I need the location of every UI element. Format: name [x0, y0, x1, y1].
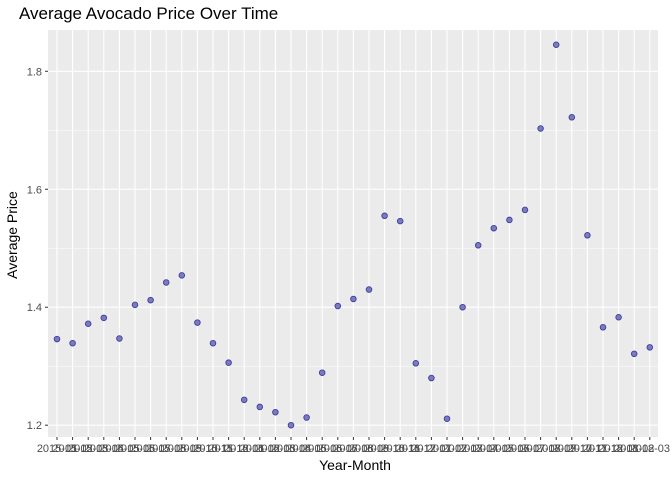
data-point [84, 320, 92, 327]
x-tick-label: 2018-01 [598, 443, 638, 455]
x-tick-label: 2018-03 [630, 443, 670, 455]
x-tick-label: 2015-02 [52, 443, 92, 455]
data-point [521, 206, 529, 214]
x-tick-label: 2017-04 [458, 443, 498, 455]
data-point [381, 212, 388, 220]
x-tick-label: 2015-03 [68, 443, 108, 455]
y-tick-label: 1.6 [27, 184, 42, 196]
data-point [474, 242, 482, 249]
data-point [53, 335, 61, 343]
data-point [537, 125, 544, 132]
data-point [194, 319, 201, 326]
x-axis: 2015-012015-022015-032015-042015-052015-… [37, 437, 670, 455]
data-point [568, 114, 576, 121]
x-tick-label: 2015-04 [84, 443, 124, 455]
data-point [116, 335, 123, 342]
data-point [100, 314, 108, 322]
data-point [272, 408, 279, 416]
x-tick-label: 2018-02 [614, 443, 654, 455]
data-point [428, 374, 435, 382]
x-tick-label: 2016-07 [318, 443, 358, 455]
data-point [459, 303, 466, 311]
data-point [147, 296, 154, 304]
y-axis: 1.2 1.4 1.6 1.8 [27, 66, 48, 432]
data-point [630, 350, 638, 358]
x-tick-label: 2016-10 [364, 443, 404, 455]
data-point [552, 41, 560, 48]
x-tick-label: 2016-06 [302, 443, 342, 455]
data-point [162, 279, 170, 286]
x-tick-label: 2015-10 [177, 443, 217, 455]
x-tick-label: 2017-05 [474, 443, 514, 455]
x-tick-label: 2017-09 [536, 443, 576, 455]
x-tick-label: 2015-06 [115, 443, 155, 455]
data-point [490, 224, 498, 232]
data-point [584, 232, 591, 239]
x-tick-label: 2015-09 [162, 443, 202, 455]
x-axis-title: Year-Month [319, 457, 391, 473]
y-tick-label: 1.2 [27, 420, 42, 432]
data-point [287, 421, 295, 429]
x-tick-label: 2015-08 [146, 443, 186, 455]
x-tick-label: 2017-07 [505, 443, 545, 455]
data-point [350, 295, 357, 303]
x-tick-label: 2016-09 [349, 443, 389, 455]
data-point [256, 403, 264, 411]
x-tick-label: 2016-03 [255, 443, 295, 455]
x-tick-label: 2016-02 [240, 443, 280, 455]
y-tick-label: 1.8 [27, 66, 42, 78]
data-point [240, 396, 248, 404]
y-axis-title: Average Price [4, 191, 20, 279]
x-tick-label: 2016-08 [333, 443, 373, 455]
data-point [443, 415, 451, 422]
x-tick-label: 2015-07 [130, 443, 170, 455]
data-point [178, 272, 186, 279]
data-points [53, 41, 654, 429]
x-tick-label: 2016-05 [286, 443, 326, 455]
data-point [615, 314, 622, 321]
x-tick-label: 2017-03 [442, 443, 482, 455]
data-point [506, 216, 513, 224]
data-point [69, 339, 76, 347]
data-point [599, 324, 607, 331]
x-tick-label: 2015-01 [37, 443, 77, 455]
y-tick-label: 1.4 [27, 302, 42, 314]
x-tick-label: 2017-02 [427, 443, 467, 455]
x-tick-label: 2017-08 [520, 443, 560, 455]
x-tick-label: 2015-05 [99, 443, 139, 455]
data-point [318, 369, 326, 376]
x-tick-label: 2017-12 [583, 443, 623, 455]
x-tick-label: 2017-11 [568, 443, 608, 455]
data-point [334, 302, 342, 310]
data-point [412, 360, 420, 367]
data-point [209, 339, 217, 347]
data-point [396, 217, 404, 225]
chart-title: Average Avocado Price Over Time [19, 4, 279, 23]
data-point [646, 344, 654, 351]
x-tick-label: 2016-12 [396, 443, 436, 455]
x-tick-label: 2017-01 [411, 443, 451, 455]
data-point [131, 301, 139, 309]
x-tick-label: 2017-10 [552, 443, 592, 455]
x-tick-label: 2015-11 [193, 443, 233, 455]
data-point [303, 414, 310, 421]
data-point [225, 359, 232, 366]
x-tick-label: 2015-12 [208, 443, 248, 455]
x-tick-label: 2016-11 [380, 443, 420, 455]
major-gridlines [48, 30, 658, 437]
x-tick-label: 2016-04 [271, 443, 311, 455]
x-tick-label: 2016-01 [224, 443, 264, 455]
data-point [365, 286, 373, 293]
x-tick-label: 2017-06 [489, 443, 529, 455]
